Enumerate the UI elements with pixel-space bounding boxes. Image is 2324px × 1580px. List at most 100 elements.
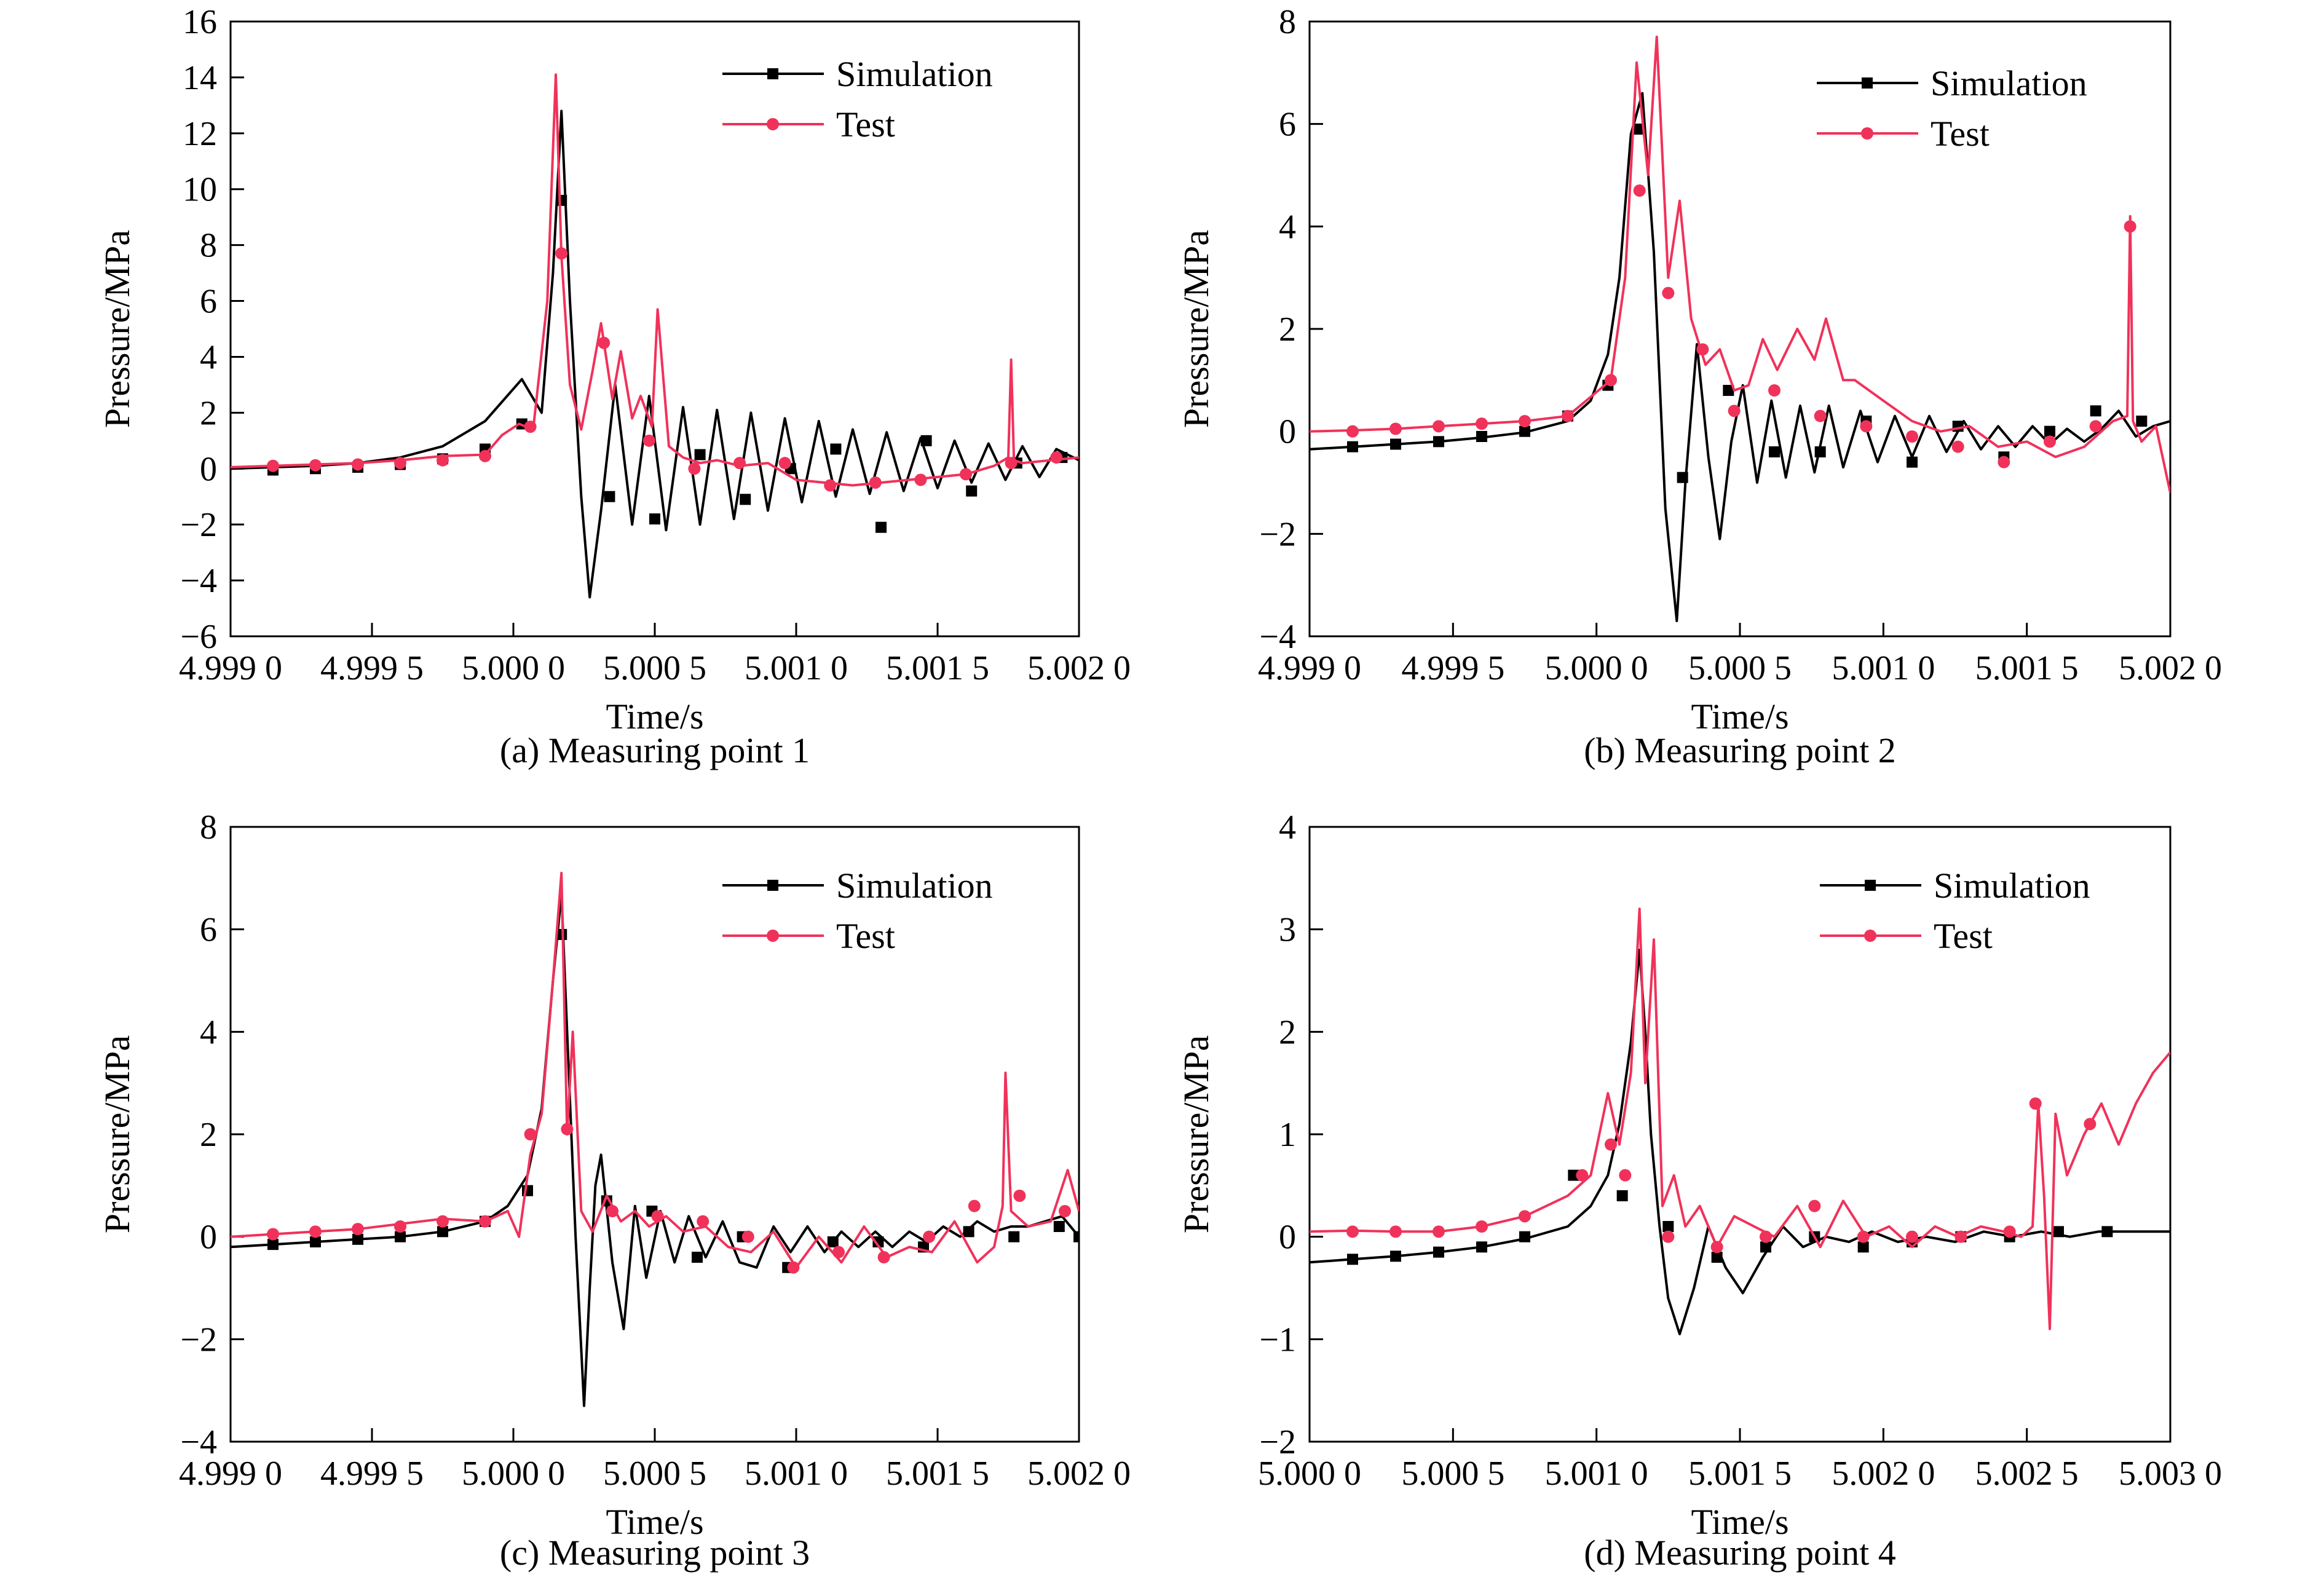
simulation-marker	[1677, 472, 1688, 483]
simulation-marker	[1008, 1231, 1020, 1242]
test-marker	[2003, 1225, 2016, 1238]
simulation-marker	[740, 494, 751, 505]
simulation-marker	[1433, 1246, 1444, 1258]
test-marker	[1576, 1169, 1589, 1182]
plot-frame	[229, 20, 1080, 638]
x-axis-label: Time/s	[1691, 697, 1788, 737]
simulation-marker	[963, 1226, 974, 1238]
test-marker	[309, 459, 322, 472]
x-tick-label: 5.000 5	[1401, 1455, 1504, 1493]
simulation-marker	[694, 449, 706, 460]
simulation-marker	[830, 443, 842, 455]
plot-area	[231, 73, 1079, 599]
test-marker	[1857, 1230, 1870, 1243]
test-marker	[1696, 343, 1709, 356]
x-tick-label: 4.999 0	[1258, 649, 1361, 687]
test-marker	[1860, 420, 1873, 433]
y-tick-label: 4	[1279, 808, 1296, 847]
legend-simulation-label: Simulation	[836, 866, 993, 906]
legend-test-label: Test	[1934, 916, 1993, 956]
test-marker	[479, 1215, 491, 1228]
test-marker	[1519, 1210, 1531, 1223]
test-marker	[352, 458, 364, 471]
x-tick-label: 4.999 5	[1401, 649, 1504, 687]
x-tick-label: 5.000 0	[462, 649, 565, 687]
panel-caption: (c) Measuring point 3	[500, 1533, 810, 1573]
x-tick-label: 4.999 0	[179, 1455, 282, 1493]
y-tick-label: 8	[200, 227, 217, 265]
legend-simulation-marker	[1862, 77, 1873, 89]
y-tick-label: 2	[1279, 1013, 1296, 1051]
test-series-line	[231, 872, 1079, 1269]
test-marker	[437, 454, 449, 467]
test-series-line	[1310, 907, 2170, 1330]
test-series-line	[1310, 36, 2170, 494]
y-tick-label: 0	[1279, 413, 1296, 451]
simulation-series-line	[1310, 92, 2170, 622]
test-marker	[1951, 440, 1964, 453]
test-marker	[267, 1228, 279, 1241]
simulation-marker	[556, 194, 567, 206]
y-tick-label: −2	[180, 506, 217, 544]
x-tick-label: 5.002 0	[1832, 1455, 1935, 1493]
y-tick-label: 0	[1279, 1219, 1296, 1257]
x-tick-label: 5.002 0	[2119, 649, 2222, 687]
x-tick-label: 5.000 5	[603, 649, 706, 687]
test-marker	[1605, 1138, 1617, 1151]
test-marker	[1662, 286, 1675, 299]
y-axis-label: Pressure/MPa	[1176, 1035, 1216, 1233]
test-marker	[741, 1230, 754, 1243]
test-marker	[524, 421, 537, 433]
x-tick-label: 4.999 5	[320, 1455, 424, 1493]
panel-caption: (d) Measuring point 4	[1584, 1533, 1895, 1573]
simulation-marker	[352, 1233, 363, 1245]
simulation-marker	[692, 1252, 703, 1263]
plot-area	[1310, 36, 2170, 622]
test-marker	[1768, 384, 1781, 397]
simulation-marker	[1907, 456, 1918, 468]
x-tick-label: 5.002 0	[1027, 1455, 1131, 1493]
test-marker	[688, 462, 701, 475]
y-tick-label: 2	[200, 1116, 217, 1154]
simulation-marker	[1476, 1241, 1487, 1253]
simulation-marker	[1711, 1252, 1723, 1263]
test-marker	[437, 1215, 449, 1228]
x-tick-label: 5.001 0	[745, 1455, 848, 1493]
test-marker	[479, 449, 491, 462]
test-marker	[2124, 220, 2136, 233]
test-marker	[606, 1205, 619, 1217]
x-tick-label: 5.000 5	[1688, 649, 1792, 687]
test-marker	[1476, 1220, 1488, 1233]
test-marker	[1662, 1230, 1675, 1243]
simulation-marker	[1769, 446, 1780, 457]
simulation-marker	[2044, 425, 2055, 437]
test-marker	[561, 1123, 574, 1136]
test-marker	[733, 457, 746, 470]
y-tick-label: 6	[200, 911, 217, 949]
test-marker	[968, 1199, 981, 1212]
chart-panel-d: 5.000 0 5.000 5 5.001 0 5.001 5 5.002 0 5.002…	[1176, 808, 2222, 1573]
y-tick-label: 2	[200, 394, 217, 432]
y-tick-label: −4	[180, 562, 217, 600]
simulation-series-line	[231, 892, 1079, 1407]
test-marker	[960, 468, 972, 481]
x-tick-label: 5.001 0	[1545, 1455, 1648, 1493]
y-tick-label: 3	[1279, 911, 1296, 949]
legend: Simulation Test	[1817, 63, 2087, 154]
test-marker	[697, 1215, 709, 1228]
x-tick-label: 5.001 5	[886, 649, 989, 687]
test-marker	[555, 247, 568, 260]
legend-simulation-marker	[767, 68, 778, 79]
x-axis-label: Time/s	[606, 1502, 703, 1542]
simulation-marker	[827, 1236, 839, 1247]
y-axis-label: Pressure/MPa	[97, 1035, 137, 1233]
y-tick-label: −6	[180, 618, 217, 656]
test-marker	[923, 1230, 936, 1243]
y-tick-label: 4	[200, 1013, 217, 1051]
x-tick-label: 4.999 0	[179, 649, 282, 687]
x-tick-label: 5.002 5	[1975, 1455, 2079, 1493]
y-tick-label: 0	[200, 1219, 217, 1257]
test-marker	[2044, 435, 2056, 448]
test-marker	[2084, 1118, 2097, 1131]
